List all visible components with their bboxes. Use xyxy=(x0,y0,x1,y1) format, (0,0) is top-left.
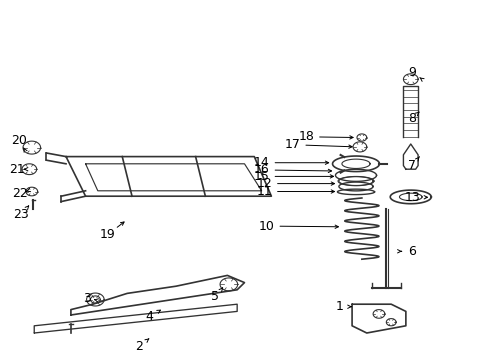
Text: 1: 1 xyxy=(335,300,343,313)
Text: 11: 11 xyxy=(256,185,271,198)
Text: 5: 5 xyxy=(211,291,219,303)
Text: 12: 12 xyxy=(256,177,271,190)
Text: 21: 21 xyxy=(9,163,25,176)
Text: 19: 19 xyxy=(100,228,115,241)
Text: 20: 20 xyxy=(12,134,27,147)
Text: 4: 4 xyxy=(145,310,153,323)
Text: 22: 22 xyxy=(12,187,27,200)
Text: 18: 18 xyxy=(298,130,313,143)
Text: 2: 2 xyxy=(135,340,143,353)
Text: 7: 7 xyxy=(407,159,415,172)
Text: 8: 8 xyxy=(407,112,415,125)
Text: 14: 14 xyxy=(253,156,269,169)
Text: 13: 13 xyxy=(404,191,419,204)
Text: 10: 10 xyxy=(258,220,274,233)
Text: 3: 3 xyxy=(83,292,91,305)
Text: 23: 23 xyxy=(13,208,28,221)
Text: 9: 9 xyxy=(407,66,415,78)
Text: 17: 17 xyxy=(284,138,300,151)
Text: 6: 6 xyxy=(407,245,415,258)
Text: 16: 16 xyxy=(253,163,269,176)
Text: 15: 15 xyxy=(253,170,269,183)
